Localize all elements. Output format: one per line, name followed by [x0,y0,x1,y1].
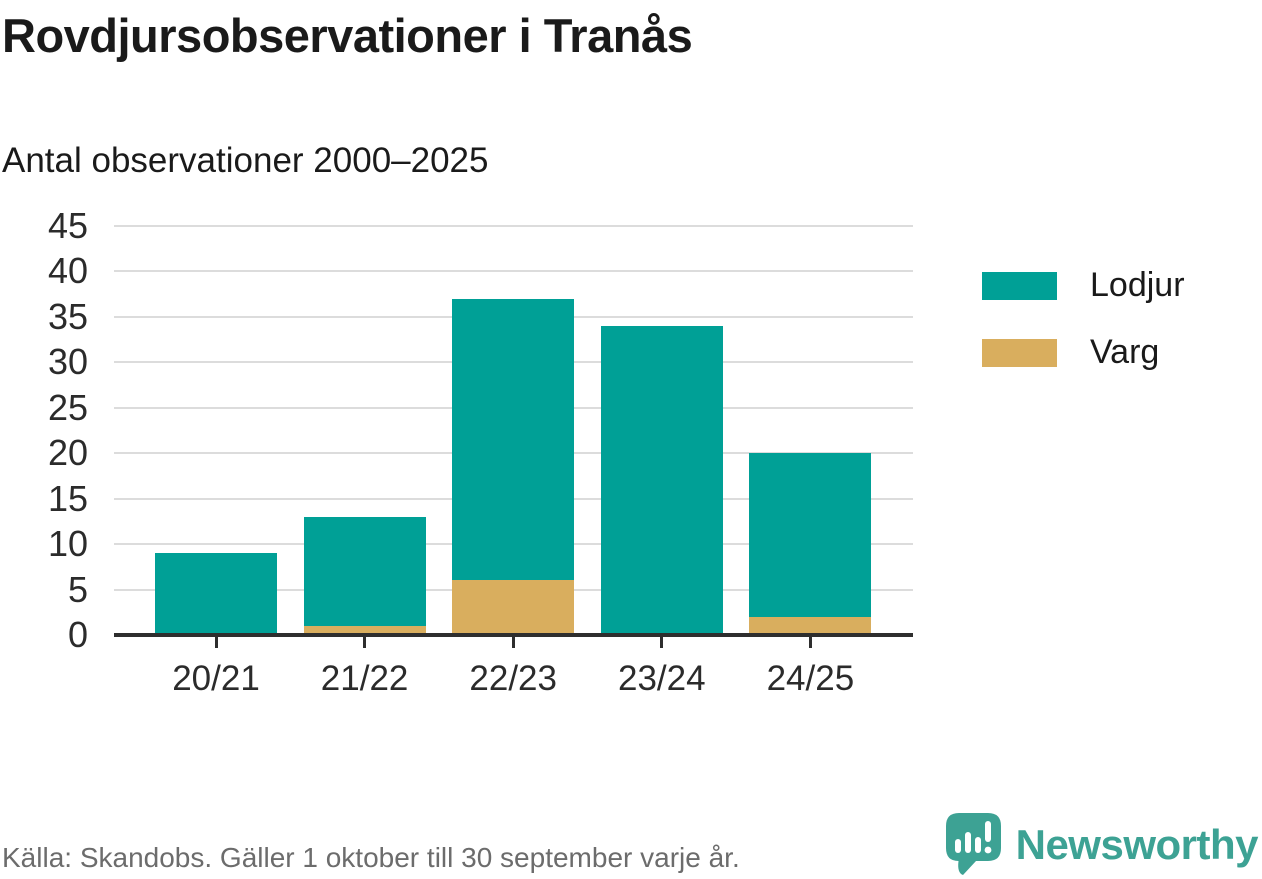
y-axis-tick-label: 40 [47,250,88,292]
y-axis-tick-label: 0 [67,614,88,655]
lodjur-swatch-icon [982,271,1057,300]
x-axis-tick-label: 21/22 [320,659,409,698]
gridline-45 [114,225,913,227]
newsworthy-logo: Newsworthy [945,813,1259,876]
x-axis-tick [808,637,812,648]
x-axis-line [114,633,913,637]
x-axis-tick [511,637,515,648]
varg-swatch-icon [982,338,1057,367]
gridline-40 [114,270,913,273]
legend-label-varg: Varg [1090,333,1160,371]
legend-item-lodjur: Lodjur [982,266,1185,305]
y-axis-tick-label: 15 [47,477,88,519]
y-axis-tick-label: 5 [67,568,88,610]
newsworthy-bubble-icon [945,813,1001,875]
legend-label-lodjur: Lodjur [1090,266,1185,304]
bar-segment-varg-21/22 [303,625,426,635]
y-axis-tick-label: 20 [47,432,88,474]
bar-segment-varg-24/25 [749,616,872,635]
y-axis-tick-label: 30 [47,341,88,383]
bar-segment-lodjur-20/21 [155,553,277,635]
legend-item-varg: Varg [982,333,1185,372]
x-axis-tick-label: 20/21 [172,659,260,698]
x-axis-tick [363,637,367,648]
x-axis-tick [660,637,664,648]
page-title: Rovdjursobservationer i Tranås [2,9,693,62]
bar-segment-lodjur-21/22 [303,516,426,626]
x-axis-tick-label: 23/24 [618,659,706,698]
chart-subtitle: Antal observationer 2000–2025 [2,141,489,180]
bar-segment-lodjur-23/24 [600,325,723,635]
y-axis-tick-label: 25 [47,386,88,428]
newsworthy-wordmark: Newsworthy [1015,820,1259,868]
bar-segment-lodjur-22/23 [452,298,575,581]
bar-segment-varg-22/23 [452,580,575,635]
chart-legend: Lodjur Varg [982,266,1185,400]
bar-segment-lodjur-24/25 [749,453,872,617]
x-axis-tick-label: 22/23 [469,659,557,698]
x-axis-tick [214,637,218,648]
y-axis-tick-label: 45 [47,205,88,246]
y-axis-tick-label: 10 [47,523,88,565]
x-axis-tick-label: 24/25 [766,659,855,698]
source-note: Källa: Skandobs. Gäller 1 oktober till 3… [2,842,740,873]
y-axis-tick-label: 35 [47,295,88,337]
